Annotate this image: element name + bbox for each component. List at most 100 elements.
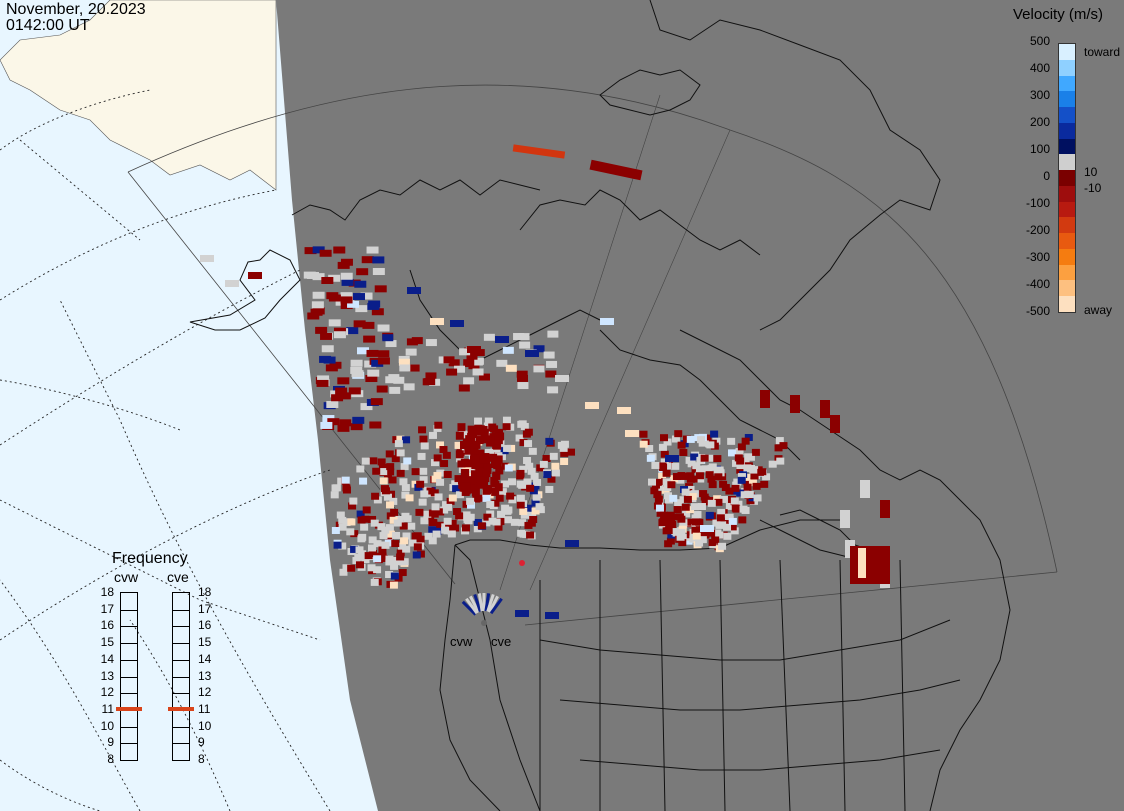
echo-cell: [383, 493, 392, 501]
echo-cell: [732, 505, 741, 513]
echo-cell: [471, 475, 480, 484]
echo-cell: [476, 425, 485, 434]
echo-cell: [674, 499, 683, 507]
echo-cell: [680, 472, 689, 480]
echo-cell: [685, 456, 694, 464]
echo-cell: [683, 495, 692, 503]
echo-cell: [477, 522, 486, 530]
echo-cell: [740, 491, 749, 499]
echo-cell: [531, 507, 540, 515]
echo-cell: [701, 465, 710, 473]
echo-cell: [516, 480, 525, 488]
echo-cell: [551, 462, 560, 470]
echo-cell: [359, 477, 368, 485]
echo-cell: [472, 368, 484, 376]
echo-cell: [385, 524, 394, 532]
colorbar-segment: [1059, 91, 1075, 108]
echo-cell: [431, 459, 440, 467]
echo-near-range: [477, 593, 484, 612]
echo-cell: [671, 462, 680, 470]
frequency-current-marker: [168, 706, 194, 711]
echo-cell: [362, 506, 371, 514]
echo-cell: [696, 456, 705, 464]
echo-cell: [392, 531, 401, 539]
echo-cell: [458, 384, 470, 392]
echo-cell: [666, 511, 675, 519]
echo-cell: [360, 523, 369, 531]
echo-cell: [774, 444, 783, 452]
echo-cell: [354, 280, 367, 288]
echo-cell: [545, 612, 559, 619]
echo-cell: [373, 555, 382, 563]
echo-cell: [361, 556, 370, 564]
echo-cell: [420, 442, 429, 450]
echo-cell: [396, 549, 405, 557]
echo-cell: [385, 376, 397, 384]
velocity-tick: -300: [1025, 250, 1050, 264]
echo-cell: [533, 478, 542, 486]
echo-cell: [653, 478, 662, 486]
echo-cell: [491, 487, 500, 496]
echo-cell: [741, 458, 750, 466]
echo-cell: [430, 489, 439, 497]
echo-cell: [547, 330, 559, 338]
echo-cell: [346, 327, 359, 335]
echo-cell: [368, 536, 377, 544]
fov-outer-arc: [127, 84, 1058, 573]
echo-cell: [706, 441, 715, 449]
echo-cell: [453, 508, 462, 516]
echo-cell: [515, 610, 529, 617]
echo-cell: [705, 454, 714, 462]
echo-near-range: [473, 594, 482, 613]
echo-cell: [382, 334, 394, 342]
echo-cell: [339, 419, 352, 427]
echo-cell: [368, 515, 377, 523]
velocity-tick: -400: [1025, 277, 1050, 291]
echo-cell: [431, 475, 440, 483]
velocity-colorbar: [1058, 43, 1076, 313]
echo-cell: [659, 463, 668, 471]
echo-cell: [508, 496, 517, 504]
velocity-legend-title: Velocity (m/s): [1013, 6, 1104, 23]
echo-cell: [535, 503, 544, 511]
echo-cell: [347, 564, 356, 572]
frequency-gridline: [173, 643, 189, 645]
echo-cell: [433, 454, 442, 462]
echo-cell: [451, 480, 460, 488]
echo-cell: [665, 455, 679, 462]
fov-west-edge: [127, 171, 456, 585]
echo-cell: [346, 528, 355, 536]
echo-cell: [355, 546, 364, 554]
echo-cell: [648, 478, 657, 486]
echo-cell: [695, 472, 704, 480]
echo-cell: [428, 537, 437, 545]
echo-cell: [392, 436, 401, 444]
echo-cell: [415, 508, 424, 516]
echo-cell: [517, 420, 526, 428]
echo-cell: [411, 468, 420, 476]
echo-cell: [317, 375, 330, 383]
echo-cell: [331, 394, 344, 402]
echo-cell: [471, 488, 480, 497]
echo-cell: [389, 516, 398, 524]
echo-cell: [484, 417, 493, 425]
echo-cell: [372, 467, 381, 475]
echo-cell: [360, 292, 373, 300]
echo-cell: [373, 540, 382, 548]
echo-cell: [482, 494, 491, 502]
echo-cell: [860, 480, 870, 498]
echo-cell: [495, 466, 504, 475]
echo-cell: [728, 449, 737, 457]
echo-cell: [328, 294, 341, 302]
echo-cell: [667, 481, 676, 489]
echo-cell: [353, 320, 366, 328]
echo-cell: [494, 523, 503, 531]
echo-cell: [530, 472, 539, 480]
echo-cell: [388, 476, 397, 484]
echo-cell: [434, 508, 443, 516]
echo-cell: [368, 550, 377, 558]
frequency-radar-cve: cve: [167, 569, 189, 585]
echo-cell: [333, 246, 346, 254]
echo-cell: [373, 496, 382, 504]
echo-cell: [517, 529, 526, 537]
